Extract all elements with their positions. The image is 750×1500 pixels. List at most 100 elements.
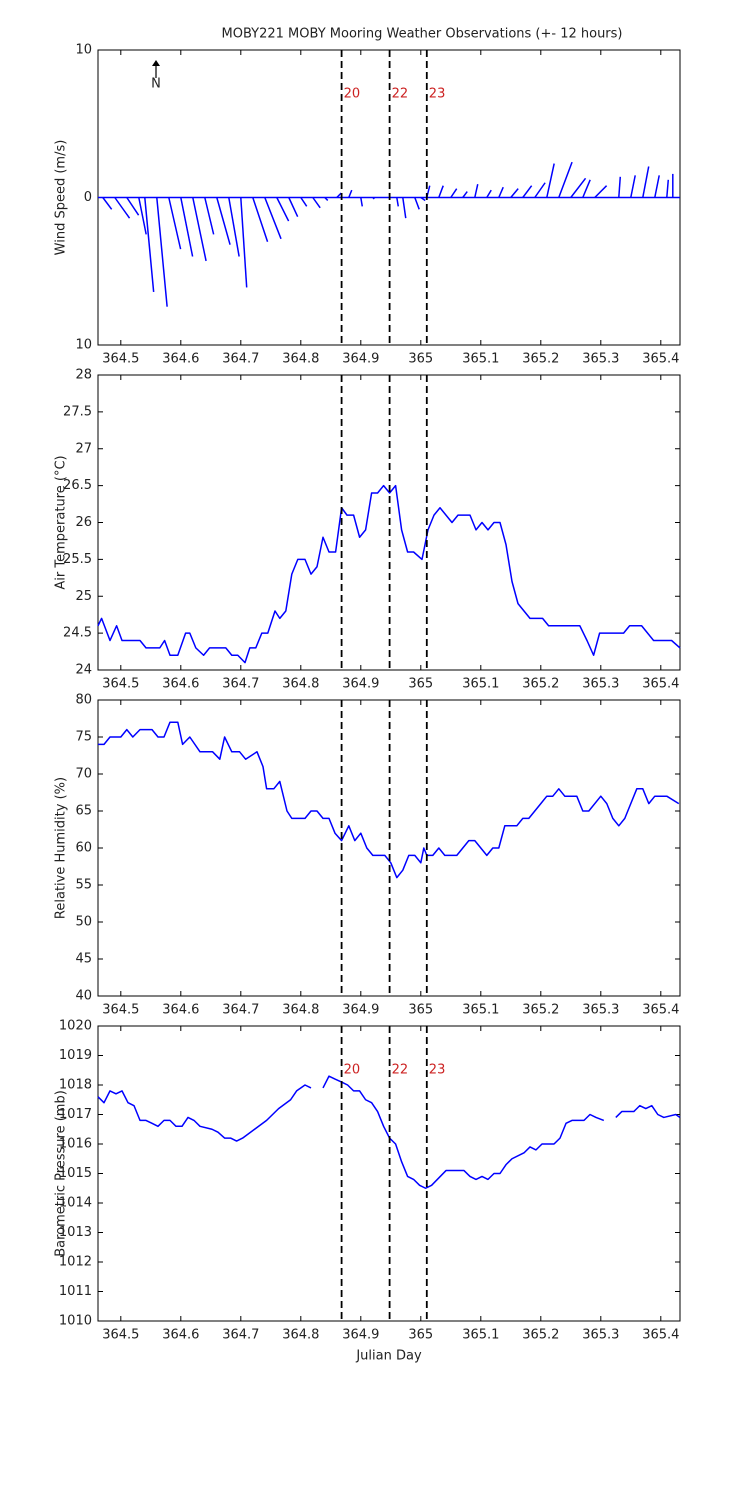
y-tick-label: 26.5 xyxy=(63,478,92,493)
y-tick-label: 50 xyxy=(75,915,92,930)
event-label: 22 xyxy=(392,1063,409,1078)
x-tick-label: 365.2 xyxy=(522,1003,559,1018)
north-arrow: N xyxy=(151,60,161,92)
x-tick-label: 365.4 xyxy=(642,1328,679,1343)
wind-stick xyxy=(276,197,290,222)
x-tick-label: 364.9 xyxy=(342,352,379,367)
x-tick-label: 364.8 xyxy=(282,1003,319,1018)
x-tick-label: 365.2 xyxy=(522,677,559,692)
y-tick-label: 70 xyxy=(75,767,92,782)
wind-stick xyxy=(438,185,444,198)
wind-stick xyxy=(336,192,342,199)
y-tick-label: 1016 xyxy=(59,1137,92,1152)
wind-stick xyxy=(324,196,329,201)
y-tick-label: 25.5 xyxy=(63,552,92,567)
north-arrow-label: N xyxy=(151,77,161,92)
wind-stick xyxy=(204,197,215,235)
wind-stick xyxy=(594,185,608,199)
wind-stick xyxy=(348,189,353,198)
chart-title: MOBY221 MOBY Mooring Weather Observation… xyxy=(222,27,623,42)
wind-stick xyxy=(546,163,555,198)
x-tick-label: 365.4 xyxy=(642,352,679,367)
x-tick-label: 364.7 xyxy=(222,1328,259,1343)
y-tick-label: 25 xyxy=(75,589,92,604)
wind-stick xyxy=(228,197,240,257)
x-tick-label: 365.1 xyxy=(462,677,499,692)
event-label: 22 xyxy=(392,87,409,102)
y-tick-label: 1014 xyxy=(59,1196,92,1211)
y-tick-label: 1017 xyxy=(59,1107,92,1122)
wind-stick xyxy=(192,197,207,262)
x-tick-label: 364.9 xyxy=(342,1328,379,1343)
y-tick-label: 80 xyxy=(75,693,92,708)
wind-stick xyxy=(666,179,670,198)
event-label: 23 xyxy=(429,87,446,102)
wind-stick xyxy=(474,184,479,198)
wind-stick xyxy=(138,197,147,235)
x-tick-label: 365.3 xyxy=(582,1003,619,1018)
y-tick-label: 40 xyxy=(75,989,92,1004)
wind-stick xyxy=(360,197,364,207)
y-tick-label: 1020 xyxy=(59,1019,92,1034)
x-tick-label: 364.6 xyxy=(162,1328,199,1343)
wind-stick xyxy=(240,197,248,288)
wind-stick xyxy=(402,197,407,219)
x-tick-label: 365.3 xyxy=(582,1328,619,1343)
x-tick-label: 365 xyxy=(408,352,433,367)
wind-stick xyxy=(102,197,113,210)
y-tick-label: 55 xyxy=(75,878,92,893)
x-tick-label: 365.1 xyxy=(462,1003,499,1018)
north-arrow-head xyxy=(152,60,160,66)
x-tick-label: 364.6 xyxy=(162,1003,199,1018)
x-tick-label: 365 xyxy=(408,1328,433,1343)
data-line xyxy=(98,721,680,879)
wind-stick xyxy=(510,188,519,198)
x-axis-label: Julian Day xyxy=(355,1349,422,1364)
wind-stick xyxy=(252,197,269,242)
wind-stick xyxy=(654,175,660,198)
wind-stick xyxy=(156,197,168,307)
x-tick-label: 365.2 xyxy=(522,352,559,367)
y-tick-label: 10 xyxy=(75,338,92,353)
x-tick-label: 364.8 xyxy=(282,352,319,367)
wind-stick xyxy=(420,196,426,202)
wind-stick xyxy=(372,196,375,200)
x-tick-label: 364.5 xyxy=(102,1328,139,1343)
y-tick-label: 1012 xyxy=(59,1255,92,1270)
wind-stick xyxy=(126,197,140,216)
y-tick-label: 27.5 xyxy=(63,404,92,419)
x-tick-label: 365 xyxy=(408,1003,433,1018)
wind-stick xyxy=(264,197,282,240)
wind-stick xyxy=(168,197,182,250)
y-tick-label: 45 xyxy=(75,952,92,967)
x-tick-label: 365.3 xyxy=(582,352,619,367)
wind-stick xyxy=(216,197,231,245)
wind-stick xyxy=(570,177,587,198)
x-tick-label: 364.9 xyxy=(342,677,379,692)
x-tick-label: 364.7 xyxy=(222,1003,259,1018)
event-label: 20 xyxy=(344,1063,361,1078)
event-label: 23 xyxy=(429,1063,446,1078)
x-tick-label: 364.8 xyxy=(282,677,319,692)
x-tick-label: 364.5 xyxy=(102,677,139,692)
wind-stick xyxy=(558,161,573,198)
wind-stick xyxy=(486,189,492,198)
y-tick-label: 0 xyxy=(84,190,92,205)
x-tick-label: 364.5 xyxy=(102,1003,139,1018)
wind-stick xyxy=(144,197,155,292)
x-tick-label: 364.6 xyxy=(162,352,199,367)
y-tick-label: 1011 xyxy=(59,1284,92,1299)
wind-stick xyxy=(522,185,533,198)
wind-stick xyxy=(396,197,400,207)
y-tick-label: 1013 xyxy=(59,1225,92,1240)
wind-stick xyxy=(312,197,321,209)
y-axis-label: Wind Speed (m/s) xyxy=(54,140,69,256)
y-tick-label: 26 xyxy=(75,515,92,530)
data-line xyxy=(97,1075,681,1189)
y-tick-label: 24.5 xyxy=(63,626,92,641)
y-tick-label: 1010 xyxy=(59,1314,92,1329)
y-tick-label: 10 xyxy=(75,43,92,58)
wind-stick xyxy=(642,166,650,198)
y-tick-label: 28 xyxy=(75,368,92,383)
